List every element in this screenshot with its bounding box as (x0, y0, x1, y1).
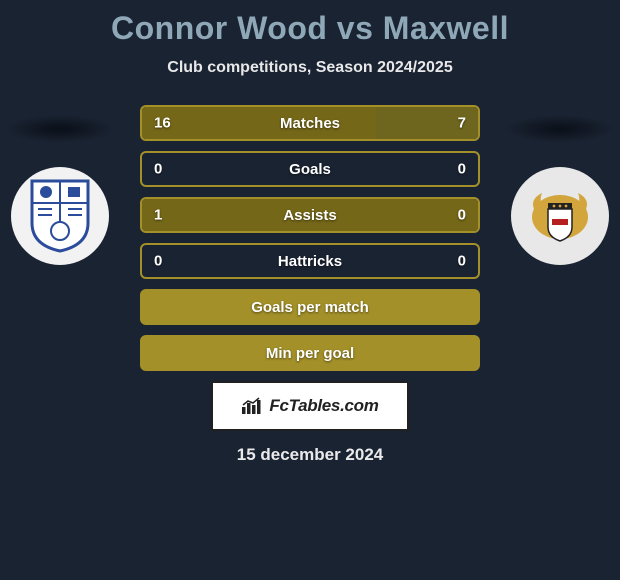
club-crest-left (11, 167, 109, 265)
subtitle: Club competitions, Season 2024/2025 (0, 59, 620, 77)
crest-wrap-left (0, 167, 120, 265)
comparison-area: 16 7 Matches 0 0 Goals 1 0 Assists 0 0 Hattricks Goa… (0, 105, 620, 371)
stats-container: 16 7 Matches 0 0 Goals 1 0 Assists 0 0 Hattricks Goa… (140, 105, 480, 371)
stat-row: 1 0 Assists (140, 197, 480, 233)
stat-label: Assists (283, 207, 336, 224)
left-player-column (0, 105, 120, 265)
club-crest-right (511, 167, 609, 265)
player-shadow-right (505, 115, 615, 143)
stat-row: 0 0 Hattricks (140, 243, 480, 279)
stat-value-right: 0 (458, 207, 466, 224)
source-badge: FcTables.com (211, 381, 409, 431)
crest-wrap-right (500, 167, 620, 265)
stat-value-left: 0 (154, 253, 162, 270)
stat-label: Goals (289, 161, 331, 178)
stat-value-right: 0 (458, 253, 466, 270)
stat-label: Matches (280, 115, 340, 132)
stat-label: Goals per match (251, 299, 369, 316)
stat-row: Goals per match (140, 289, 480, 325)
stat-value-left: 1 (154, 207, 162, 224)
stat-value-left: 16 (154, 115, 171, 132)
stat-row: Min per goal (140, 335, 480, 371)
shield-icon (528, 179, 592, 253)
chart-icon (241, 397, 263, 415)
stat-label: Hattricks (278, 253, 342, 270)
player-shadow-left (5, 115, 115, 143)
stat-value-right: 0 (458, 161, 466, 178)
stat-fill-left (142, 107, 376, 139)
shield-icon (28, 179, 92, 253)
page-title: Connor Wood vs Maxwell (0, 0, 620, 47)
stat-value-left: 0 (154, 161, 162, 178)
date-text: 15 december 2024 (0, 445, 620, 465)
stat-row: 0 0 Goals (140, 151, 480, 187)
source-label: FcTables.com (269, 396, 378, 416)
stat-value-right: 7 (458, 115, 466, 132)
stat-row: 16 7 Matches (140, 105, 480, 141)
right-player-column (500, 105, 620, 265)
stat-label: Min per goal (266, 345, 354, 362)
